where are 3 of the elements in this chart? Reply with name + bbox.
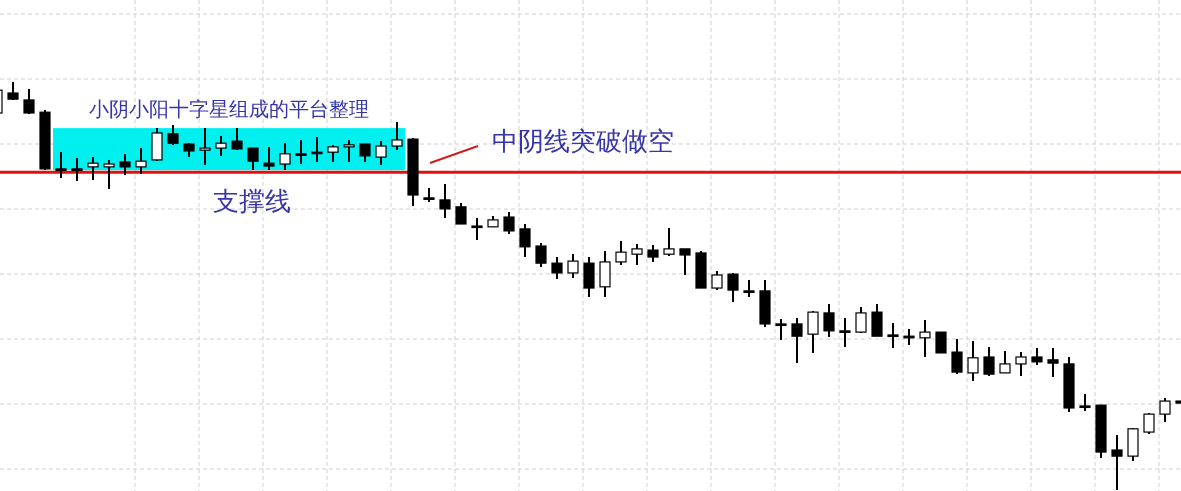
annotation: 支撑线 bbox=[213, 186, 291, 216]
band-label: 小阴小阳十字星组成的平台整理 bbox=[89, 97, 369, 122]
annotation: 中阴线突破做空 bbox=[492, 126, 674, 156]
